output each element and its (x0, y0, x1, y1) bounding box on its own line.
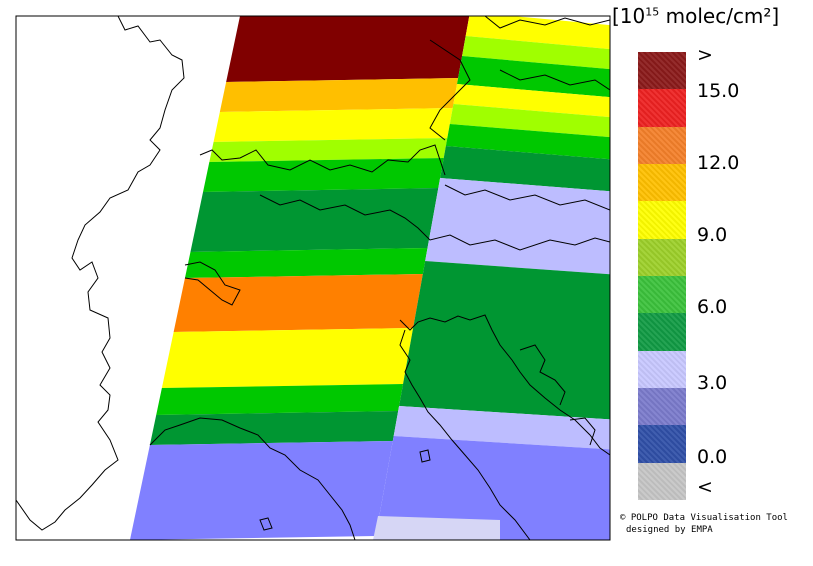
legend-label: 3.0 (697, 372, 728, 394)
swath-pixel (173, 274, 423, 332)
swath-pixel (129, 441, 393, 540)
swath-pixel (161, 328, 414, 388)
border-line (419, 449, 431, 463)
swath-pixel (219, 78, 459, 112)
border-line (149, 417, 356, 540)
swath-pixel (203, 158, 444, 192)
credit-text: © POLPO Data Visualisation Tool designed… (620, 512, 788, 536)
unit-prefix: [10 (612, 4, 646, 28)
swath-pixel (393, 406, 610, 450)
legend-swatch (638, 388, 686, 426)
credit-line-2: designed by EMPA (626, 525, 713, 535)
unit-suffix: molec/cm²] (659, 4, 780, 28)
legend-label: 9.0 (697, 224, 728, 246)
border-line (259, 517, 273, 531)
legend-label: 0.0 (697, 446, 728, 468)
map-border (15, 15, 611, 541)
swath-pixel (184, 248, 428, 278)
legend-swatch (638, 52, 686, 90)
swath-pixel (465, 16, 610, 50)
swath-pixel (399, 261, 610, 420)
swath-pixel (209, 138, 448, 162)
legend-swatch (638, 89, 686, 128)
legend-swatch (638, 350, 686, 389)
border-line (399, 329, 531, 540)
border-line (429, 39, 471, 141)
legend-label: 6.0 (697, 296, 728, 318)
border-line (444, 184, 610, 211)
swath-pixel (440, 146, 610, 192)
swath-pixel (190, 188, 439, 252)
satellite-swath (16, 16, 610, 540)
legend-swatch (638, 164, 686, 202)
legend-swatch (638, 313, 686, 352)
swath-pixel (425, 178, 610, 275)
swath-pixel (457, 56, 610, 98)
border-line (259, 194, 610, 251)
swath-pixel (375, 436, 610, 540)
border-line (499, 69, 610, 91)
swath-pixel (445, 124, 610, 160)
legend-label: > (697, 44, 713, 66)
swath-pixel (213, 108, 453, 142)
unit-label: [1015 molec/cm²] (612, 4, 810, 28)
credit-line-1: © POLPO Data Visualisation Tool (620, 513, 788, 523)
legend-swatch (638, 462, 686, 501)
legend-swatch (638, 201, 686, 240)
legend-swatch (638, 425, 686, 464)
swath-pixel (149, 411, 399, 445)
swath-pixel (226, 16, 470, 82)
swath-pixel (462, 36, 610, 70)
legend-label: 12.0 (697, 152, 740, 174)
coastlines-borders (16, 16, 610, 540)
border-line (16, 16, 185, 531)
swath-pixel (156, 384, 404, 415)
legend-label: 15.0 (697, 80, 740, 102)
border-line (569, 417, 596, 446)
swath-pixel (373, 516, 500, 540)
legend-label: < (697, 476, 713, 498)
legend-swatch (638, 126, 686, 165)
border-line (184, 261, 241, 306)
border-line (484, 16, 610, 29)
swath-pixel (449, 104, 610, 138)
border-line (519, 344, 566, 406)
swath-pixel (453, 84, 610, 118)
swath-bands (129, 16, 610, 540)
color-legend (638, 52, 686, 501)
legend-swatch (638, 238, 686, 277)
border-line (199, 144, 446, 176)
border-line (399, 314, 610, 456)
legend-swatch (638, 276, 686, 314)
unit-exponent: 15 (645, 5, 660, 19)
